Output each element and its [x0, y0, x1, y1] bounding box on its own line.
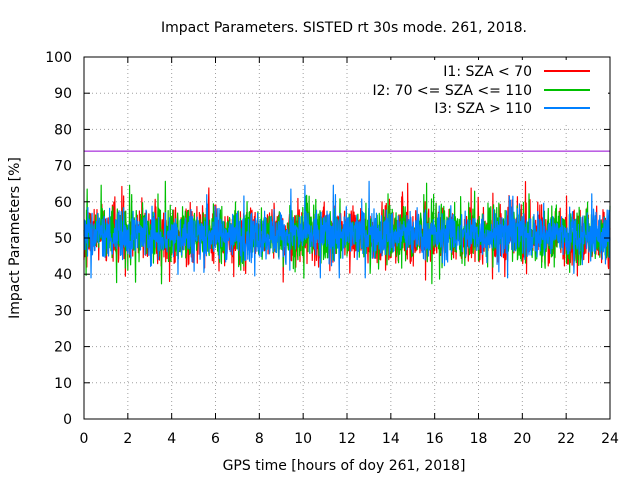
x-tick-label: 12: [338, 431, 356, 447]
y-tick-label: 60: [54, 195, 72, 211]
y-axis-label: Impact Parameters [%]: [7, 157, 23, 319]
y-tick-label: 90: [54, 86, 72, 102]
chart-title: Impact Parameters. SISTED rt 30s mode. 2…: [161, 20, 527, 36]
x-tick-label: 4: [167, 431, 176, 447]
x-tick-label: 10: [294, 431, 312, 447]
axis-ticks: [83, 56, 611, 420]
y-tick-label: 10: [54, 376, 72, 392]
legend: I1: SZA < 70 I2: 70 <= SZA <= 110 I3: SZ…: [372, 60, 608, 124]
x-tick-label: 0: [80, 431, 89, 447]
legend-label-i1: I1: SZA < 70: [443, 64, 532, 80]
x-tick-label: 6: [211, 431, 220, 447]
legend-label-i2: I2: 70 <= SZA <= 110: [372, 83, 532, 99]
y-tick-label: 30: [54, 303, 72, 319]
x-tick-label: 16: [426, 431, 444, 447]
y-tick-label: 70: [54, 159, 72, 175]
x-axis-label: GPS time [hours of doy 261, 2018]: [223, 458, 466, 474]
y-tick-label: 50: [54, 231, 72, 247]
series-layer: [83, 180, 611, 285]
axis-tick-labels: 0 2 4 6 8 10 12 14 16 18 20 22 240102030405060708090…: [45, 50, 619, 447]
x-tick-label: 8: [255, 431, 264, 447]
y-tick-label: 100: [45, 50, 72, 66]
x-tick-label: 2: [123, 431, 132, 447]
y-tick-label: 80: [54, 122, 72, 138]
y-tick-label: 40: [54, 267, 72, 283]
legend-label-i3: I3: SZA > 110: [434, 101, 532, 117]
x-tick-label: 14: [382, 431, 400, 447]
y-tick-label: 0: [63, 412, 72, 428]
x-tick-label: 18: [470, 431, 488, 447]
x-tick-label: 20: [513, 431, 531, 447]
x-tick-label: 22: [557, 431, 575, 447]
series-line-3: [83, 180, 611, 279]
x-tick-label: 24: [601, 431, 619, 447]
y-tick-label: 20: [54, 340, 72, 356]
